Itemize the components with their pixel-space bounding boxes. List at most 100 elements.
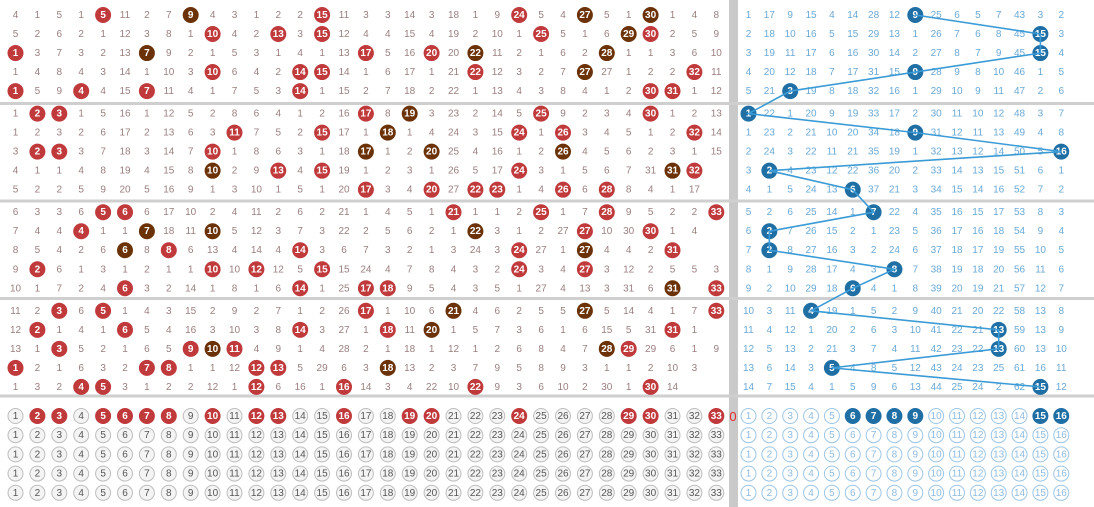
selector-red-ball[interactable] xyxy=(401,465,418,482)
selector-red-ball[interactable] xyxy=(708,446,725,463)
selector-red-ball[interactable] xyxy=(401,484,418,501)
selector-blue-ball[interactable] xyxy=(1011,427,1028,444)
selector-red-ball[interactable] xyxy=(292,446,309,463)
selector-blue-ball[interactable] xyxy=(803,446,820,463)
selector-red-ball[interactable] xyxy=(642,408,659,424)
selector-red-ball[interactable] xyxy=(467,446,484,463)
selector-blue-ball[interactable] xyxy=(1011,484,1028,501)
selector-red-ball[interactable] xyxy=(533,427,550,444)
selector-blue-ball[interactable] xyxy=(969,484,986,501)
selector-red-ball[interactable] xyxy=(336,408,352,424)
selector-blue-ball[interactable] xyxy=(865,446,882,463)
selector-red-ball[interactable] xyxy=(598,427,615,444)
selector-red-ball[interactable] xyxy=(401,408,418,424)
selector-red-ball[interactable] xyxy=(204,446,221,463)
selector-blue-ball[interactable] xyxy=(886,427,903,444)
selector-red-ball[interactable] xyxy=(576,446,593,463)
selector-red-ball[interactable] xyxy=(555,465,571,482)
selector-red-ball[interactable] xyxy=(7,465,24,482)
selector-blue-ball[interactable] xyxy=(907,484,924,501)
selector-blue-ball[interactable] xyxy=(949,484,965,501)
selector-red-ball[interactable] xyxy=(29,446,46,463)
selector-red-ball[interactable] xyxy=(664,427,681,444)
selector-red-ball[interactable] xyxy=(204,484,221,501)
selector-blue-ball[interactable] xyxy=(740,465,757,482)
selector-blue-ball[interactable] xyxy=(1032,427,1049,444)
selector-blue-ball[interactable] xyxy=(865,427,882,444)
selector-red-ball[interactable] xyxy=(182,427,199,444)
selector-red-ball[interactable] xyxy=(445,484,462,501)
selector-red-ball[interactable] xyxy=(226,408,243,424)
selector-red-ball[interactable] xyxy=(336,465,352,482)
selector-red-ball[interactable] xyxy=(117,484,133,501)
selector-red-ball[interactable] xyxy=(620,446,637,463)
selector-blue-ball[interactable] xyxy=(949,408,965,424)
selector-red-ball[interactable] xyxy=(73,465,90,482)
selector-red-ball[interactable] xyxy=(73,446,90,463)
selector-red-ball[interactable] xyxy=(708,427,725,444)
selector-red-ball[interactable] xyxy=(117,446,133,463)
selector-blue-ball[interactable] xyxy=(844,408,861,424)
selector-blue-ball[interactable] xyxy=(823,427,840,444)
selector-red-ball[interactable] xyxy=(620,427,637,444)
selector-blue-ball[interactable] xyxy=(844,446,861,463)
selector-blue-ball[interactable] xyxy=(928,484,945,501)
selector-red-ball[interactable] xyxy=(29,427,46,444)
selector-red-ball[interactable] xyxy=(642,484,659,501)
selector-red-ball[interactable] xyxy=(576,427,593,444)
selector-blue-ball[interactable] xyxy=(886,408,903,424)
selector-red-ball[interactable] xyxy=(664,484,681,501)
selector-blue-ball[interactable] xyxy=(1053,484,1070,501)
selector-red-ball[interactable] xyxy=(314,465,331,482)
selector-blue-ball[interactable] xyxy=(990,427,1007,444)
selector-red-ball[interactable] xyxy=(248,408,265,424)
selector-red-ball[interactable] xyxy=(204,465,221,482)
selector-red-ball[interactable] xyxy=(117,408,133,424)
selector-red-ball[interactable] xyxy=(511,465,528,482)
selector-red-ball[interactable] xyxy=(51,408,68,424)
selector-red-ball[interactable] xyxy=(160,427,177,444)
selector-red-ball[interactable] xyxy=(423,484,440,501)
selector-blue-ball[interactable] xyxy=(740,408,757,424)
selector-blue-ball[interactable] xyxy=(969,446,986,463)
selector-blue-ball[interactable] xyxy=(761,484,778,501)
selector-red-ball[interactable] xyxy=(29,465,46,482)
selector-red-ball[interactable] xyxy=(598,446,615,463)
selector-red-ball[interactable] xyxy=(29,484,46,501)
selector-blue-ball[interactable] xyxy=(969,427,986,444)
selector-red-ball[interactable] xyxy=(336,427,352,444)
selector-red-ball[interactable] xyxy=(204,427,221,444)
selector-blue-ball[interactable] xyxy=(886,446,903,463)
selector-red-ball[interactable] xyxy=(160,465,177,482)
selector-blue-ball[interactable] xyxy=(990,465,1007,482)
selector-red-ball[interactable] xyxy=(29,408,46,424)
selector-red-ball[interactable] xyxy=(51,484,68,501)
selector-blue-ball[interactable] xyxy=(803,427,820,444)
selector-red-ball[interactable] xyxy=(598,408,615,424)
selector-blue-ball[interactable] xyxy=(907,427,924,444)
selector-red-ball[interactable] xyxy=(182,408,199,424)
selector-red-ball[interactable] xyxy=(336,484,352,501)
selector-red-ball[interactable] xyxy=(336,446,352,463)
selector-red-ball[interactable] xyxy=(511,446,528,463)
selector-blue-ball[interactable] xyxy=(907,446,924,463)
selector-red-ball[interactable] xyxy=(445,408,462,424)
selector-red-ball[interactable] xyxy=(51,427,68,444)
selector-blue-ball[interactable] xyxy=(803,465,820,482)
selector-red-ball[interactable] xyxy=(511,484,528,501)
selector-red-ball[interactable] xyxy=(357,446,374,463)
selector-red-ball[interactable] xyxy=(533,446,550,463)
selector-red-ball[interactable] xyxy=(555,484,571,501)
selector-red-ball[interactable] xyxy=(160,408,177,424)
selector-blue-ball[interactable] xyxy=(844,465,861,482)
selector-red-ball[interactable] xyxy=(51,465,68,482)
selector-red-ball[interactable] xyxy=(138,446,155,463)
selector-blue-ball[interactable] xyxy=(803,408,820,424)
selector-red-ball[interactable] xyxy=(555,408,571,424)
selector-red-ball[interactable] xyxy=(708,465,725,482)
selector-blue-ball[interactable] xyxy=(782,465,799,482)
selector-blue-ball[interactable] xyxy=(1053,427,1070,444)
selector-red-ball[interactable] xyxy=(489,408,506,424)
selector-red-ball[interactable] xyxy=(620,465,637,482)
selector-red-ball[interactable] xyxy=(248,465,265,482)
